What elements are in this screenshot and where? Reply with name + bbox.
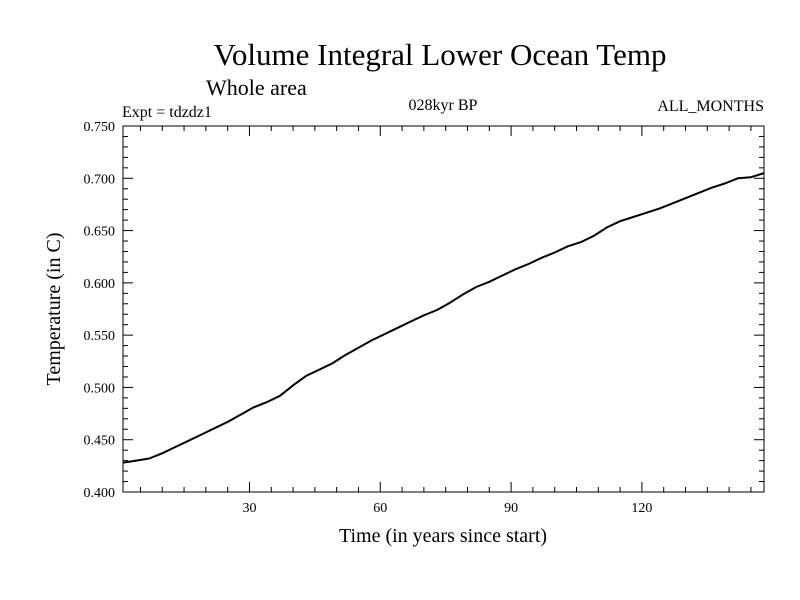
x-tick-label: 120 — [631, 501, 652, 516]
y-tick-label: 0.550 — [84, 329, 116, 344]
y-tick-label: 0.650 — [84, 225, 116, 240]
x-tick-label: 60 — [373, 501, 387, 516]
x-axis-label: Time (in years since start) — [339, 525, 547, 547]
experiment-label: Expt = tdzdz1 — [122, 104, 212, 121]
months-label: ALL_MONTHS — [657, 98, 764, 115]
series-line — [122, 172, 765, 464]
plot-frame — [122, 125, 765, 493]
chart-subtitle: Whole area — [206, 75, 307, 100]
period-label: 028kyr BP — [409, 97, 478, 114]
y-tick-label: 0.600 — [84, 277, 116, 292]
y-tick-label: 0.500 — [84, 381, 116, 396]
y-tick-label: 0.700 — [84, 172, 116, 187]
x-axis-ticks — [139, 126, 752, 492]
chart-title: Volume Integral Lower Ocean Temp — [214, 37, 667, 72]
y-tick-label: 0.450 — [84, 434, 116, 449]
x-tick-label: 30 — [242, 501, 256, 516]
y-tick-label: 0.750 — [84, 120, 116, 135]
y-axis-ticks — [123, 135, 764, 483]
y-tick-label: 0.400 — [84, 486, 116, 501]
x-axis-tick-labels: 30 60 90 120 — [242, 501, 652, 516]
y-axis-label: Temperature (in C) — [43, 233, 65, 386]
x-tick-label: 90 — [504, 501, 518, 516]
y-axis-tick-labels: 0.400 0.450 0.500 0.550 0.600 0.650 0.700 0.750 — [84, 120, 116, 501]
